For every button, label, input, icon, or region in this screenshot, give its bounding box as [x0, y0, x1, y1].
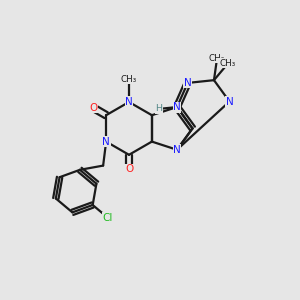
Text: N: N: [102, 136, 110, 147]
Text: N: N: [184, 78, 192, 88]
Text: N: N: [125, 97, 133, 107]
Text: N: N: [173, 102, 181, 112]
Text: N: N: [173, 102, 181, 112]
Text: CH₃: CH₃: [121, 75, 137, 84]
Text: O: O: [89, 103, 98, 113]
Text: Cl: Cl: [102, 212, 113, 223]
Text: H: H: [156, 104, 163, 113]
Text: CH₃: CH₃: [209, 54, 225, 63]
Text: O: O: [125, 164, 133, 174]
Text: N: N: [226, 97, 233, 106]
Text: N: N: [173, 145, 181, 155]
Text: CH₃: CH₃: [220, 59, 236, 68]
